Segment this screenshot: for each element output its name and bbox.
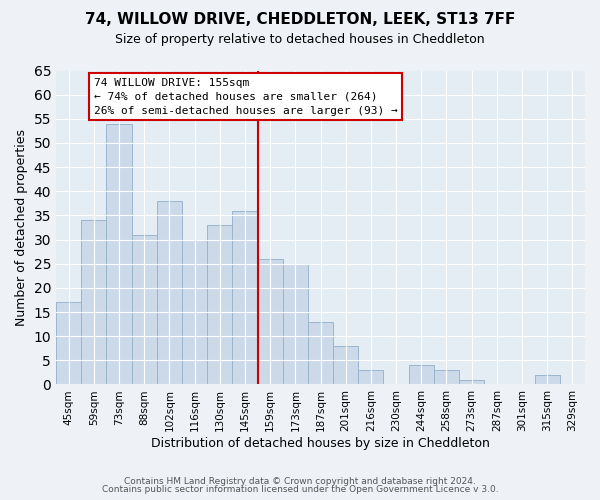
Bar (56, 302, 81, 384)
Bar (358, 370, 383, 384)
Text: Contains HM Land Registry data © Crown copyright and database right 2024.: Contains HM Land Registry data © Crown c… (124, 477, 476, 486)
Text: Contains public sector information licensed under the Open Government Licence v : Contains public sector information licen… (101, 485, 499, 494)
Bar (333, 346, 358, 385)
Bar (157, 201, 182, 384)
Bar (232, 210, 257, 384)
Text: Size of property relative to detached houses in Cheddleton: Size of property relative to detached ho… (115, 32, 485, 46)
Bar (182, 240, 207, 384)
Bar (308, 322, 333, 384)
Bar (106, 124, 131, 384)
Text: 74 WILLOW DRIVE: 155sqm
← 74% of detached houses are smaller (264)
26% of semi-d: 74 WILLOW DRIVE: 155sqm ← 74% of detache… (94, 78, 398, 116)
Bar (207, 225, 232, 384)
Bar (257, 259, 283, 384)
Bar (535, 375, 560, 384)
Y-axis label: Number of detached properties: Number of detached properties (15, 129, 28, 326)
Bar (131, 234, 157, 384)
Bar (434, 370, 459, 384)
X-axis label: Distribution of detached houses by size in Cheddleton: Distribution of detached houses by size … (151, 437, 490, 450)
Bar (409, 365, 434, 384)
Text: 74, WILLOW DRIVE, CHEDDLETON, LEEK, ST13 7FF: 74, WILLOW DRIVE, CHEDDLETON, LEEK, ST13… (85, 12, 515, 28)
Bar (459, 380, 484, 384)
Bar (283, 264, 308, 384)
Bar (81, 220, 106, 384)
